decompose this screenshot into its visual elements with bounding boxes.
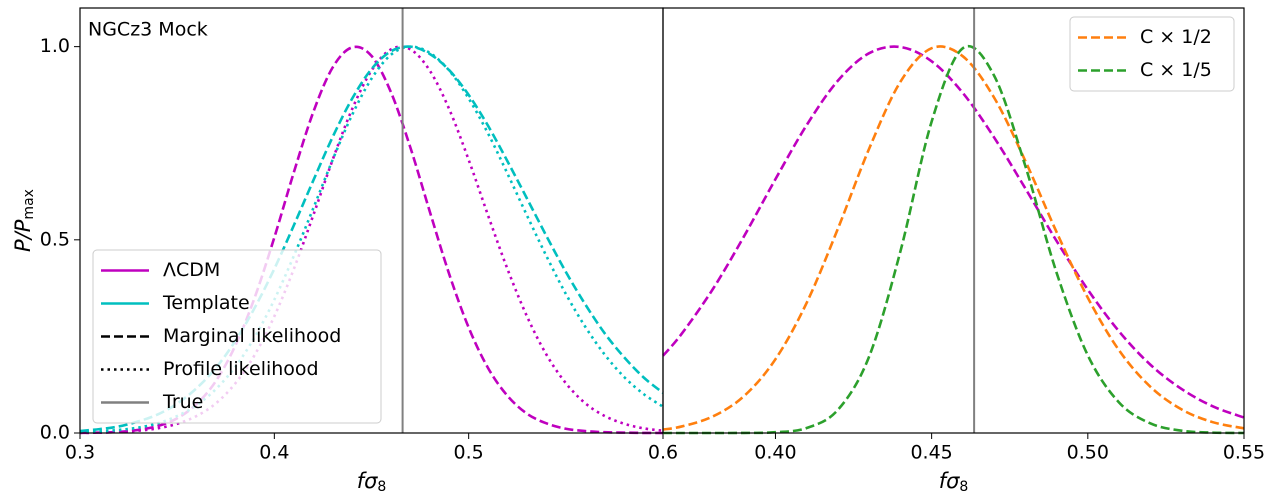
x-axis-label: fσ8 xyxy=(939,469,969,495)
x-tick-label: 0.50 xyxy=(1067,442,1109,464)
legend-label: Profile likelihood xyxy=(163,358,319,380)
curve xyxy=(662,45,1245,419)
x-tick-label: 0.45 xyxy=(910,442,952,464)
curve xyxy=(79,45,664,433)
y-axis-label: P/Pmax xyxy=(11,189,37,252)
curve xyxy=(662,45,1245,435)
x-axis-label-sub: 8 xyxy=(377,479,386,495)
y-tick-label: 1.0 xyxy=(40,35,70,57)
x-tick-label: 0.3 xyxy=(65,442,95,464)
y-axis-label-sub: max xyxy=(21,189,37,220)
x-tick-label: 0.40 xyxy=(754,442,796,464)
x-axis-label: fσ8 xyxy=(357,469,387,495)
y-tick-label: 0.5 xyxy=(40,228,70,250)
x-axis-label-sub: 8 xyxy=(959,479,968,495)
x-axis-label-main: fσ xyxy=(357,469,378,493)
y-axis-label-main: P/P xyxy=(11,219,35,252)
x-axis-label-main: fσ xyxy=(939,469,960,493)
curve xyxy=(79,45,664,435)
legend-box xyxy=(1069,16,1235,92)
x-tick-label: 0.6 xyxy=(648,442,678,464)
x-tick-label: 0.4 xyxy=(259,442,289,464)
x-tick-label: 0.5 xyxy=(454,442,484,464)
legend-box xyxy=(92,249,382,424)
legend-label: Marginal likelihood xyxy=(163,325,341,347)
legend-label: True xyxy=(162,391,203,413)
x-tick-label: 0.55 xyxy=(1223,442,1265,464)
legend-label: C × 1/2 xyxy=(1140,26,1212,48)
y-tick-label: 0.0 xyxy=(40,422,70,444)
legend-label: C × 1/5 xyxy=(1140,59,1212,81)
curve xyxy=(662,45,1245,431)
legend-label: ΛCDM xyxy=(163,259,220,281)
annotation: NGCz3 Mock xyxy=(88,19,208,41)
axes-frame xyxy=(662,7,1245,434)
legend-label: Template xyxy=(162,292,250,314)
